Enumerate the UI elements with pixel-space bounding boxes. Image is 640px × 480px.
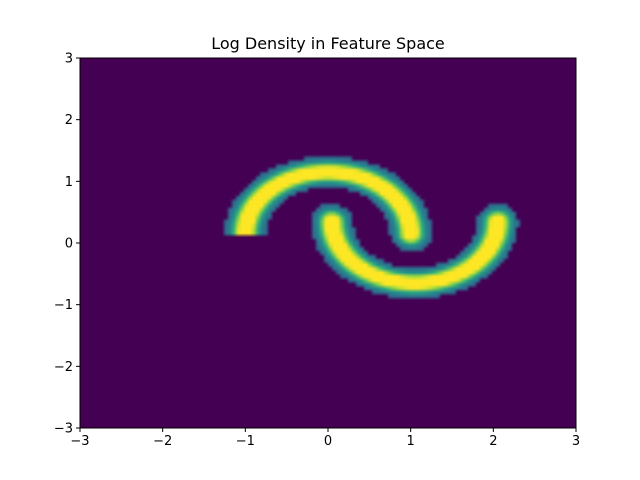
x-tick-label: 1 [407,434,415,449]
heatmap-image [80,58,576,428]
x-tick-label: −3 [70,434,89,449]
x-tick-label: −2 [153,434,172,449]
y-tick-label: 0 [65,237,73,252]
chart-title: Log Density in Feature Space [211,34,445,53]
y-tick-label: 1 [65,175,73,190]
y-tick-label: −2 [54,360,73,375]
x-tick-label: −1 [236,434,255,449]
x-axis: −3 −2 −1 0 1 2 3 [70,428,580,449]
x-tick-label: 0 [324,434,332,449]
y-tick-label: 2 [65,113,73,128]
plot-area [79,57,577,429]
y-axis: −3 −2 −1 0 1 2 3 [54,52,80,437]
y-tick-label: 3 [65,52,73,67]
y-tick-label: −3 [54,422,73,437]
y-tick-label: −1 [54,298,73,313]
x-tick-label: 3 [572,434,580,449]
x-tick-label: 2 [489,434,497,449]
